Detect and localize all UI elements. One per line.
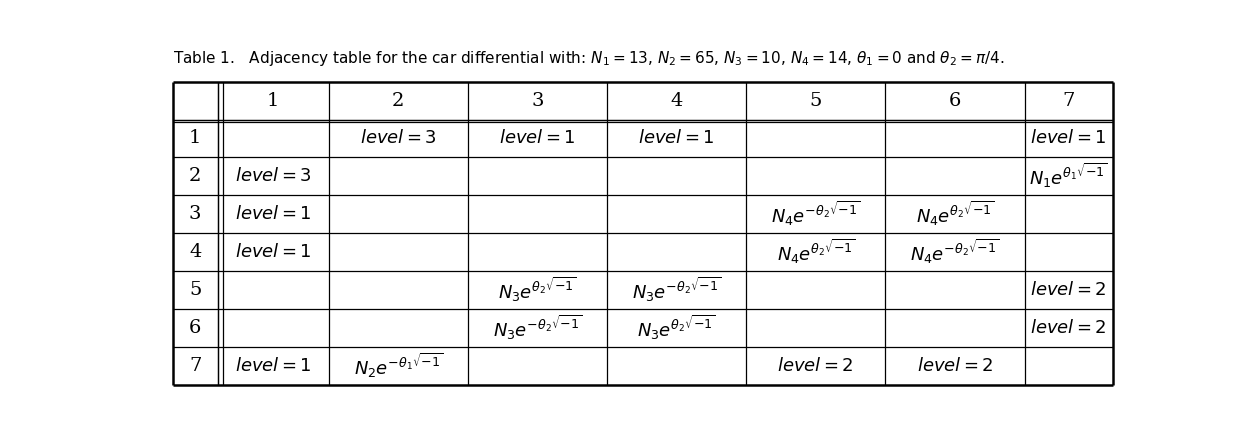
- Text: 3: 3: [189, 205, 201, 223]
- Text: 1: 1: [267, 92, 279, 110]
- Text: $N_3 e^{\theta_2 \sqrt{-1}}$: $N_3 e^{\theta_2 \sqrt{-1}}$: [637, 314, 715, 342]
- Text: $N_4 e^{-\theta_2 \sqrt{-1}}$: $N_4 e^{-\theta_2 \sqrt{-1}}$: [771, 200, 861, 228]
- Text: 2: 2: [392, 92, 405, 110]
- Text: 7: 7: [1063, 92, 1076, 110]
- Text: 2: 2: [189, 167, 201, 185]
- Text: $N_4 e^{\theta_2 \sqrt{-1}}$: $N_4 e^{\theta_2 \sqrt{-1}}$: [776, 238, 854, 266]
- Text: $N_3 e^{-\theta_2 \sqrt{-1}}$: $N_3 e^{-\theta_2 \sqrt{-1}}$: [493, 314, 582, 342]
- Text: $\it{level} = 1$: $\it{level} = 1$: [235, 357, 312, 375]
- Text: $\it{level} = 2$: $\it{level} = 2$: [917, 357, 994, 375]
- Text: $N_4 e^{\theta_2 \sqrt{-1}}$: $N_4 e^{\theta_2 \sqrt{-1}}$: [915, 200, 995, 228]
- Text: $\it{level} = 3$: $\it{level} = 3$: [360, 129, 437, 147]
- Text: $\it{level} = 1$: $\it{level} = 1$: [638, 129, 715, 147]
- Text: $\it{level} = 3$: $\it{level} = 3$: [235, 167, 312, 185]
- Text: 1: 1: [189, 129, 201, 147]
- Text: 7: 7: [189, 357, 201, 375]
- Text: 3: 3: [532, 92, 544, 110]
- Text: Table 1.   Adjacency table for the car differential with: $N_1 = 13$, $N_2 = 65$: Table 1. Adjacency table for the car dif…: [173, 49, 1004, 68]
- Text: $\it{level} = 1$: $\it{level} = 1$: [1031, 129, 1107, 147]
- Text: $\it{level} = 1$: $\it{level} = 1$: [499, 129, 576, 147]
- Text: 4: 4: [671, 92, 683, 110]
- Text: 5: 5: [189, 281, 201, 299]
- Text: $\it{level} = 2$: $\it{level} = 2$: [1031, 319, 1107, 337]
- Text: $\it{level} = 1$: $\it{level} = 1$: [235, 243, 312, 261]
- Text: $\it{level} = 2$: $\it{level} = 2$: [1031, 281, 1107, 299]
- Text: 6: 6: [949, 92, 961, 110]
- Text: $N_3 e^{-\theta_2 \sqrt{-1}}$: $N_3 e^{-\theta_2 \sqrt{-1}}$: [632, 276, 722, 304]
- Text: $N_2 e^{-\theta_1 \sqrt{-1}}$: $N_2 e^{-\theta_1 \sqrt{-1}}$: [354, 352, 443, 380]
- Text: 4: 4: [189, 243, 201, 261]
- Text: $N_1 e^{\theta_1 \sqrt{-1}}$: $N_1 e^{\theta_1 \sqrt{-1}}$: [1030, 162, 1108, 191]
- Text: $N_3 e^{\theta_2 \sqrt{-1}}$: $N_3 e^{\theta_2 \sqrt{-1}}$: [498, 276, 576, 304]
- Text: $\it{level} = 1$: $\it{level} = 1$: [235, 205, 312, 223]
- Text: $\it{level} = 2$: $\it{level} = 2$: [777, 357, 854, 375]
- Text: $N_4 e^{-\theta_2 \sqrt{-1}}$: $N_4 e^{-\theta_2 \sqrt{-1}}$: [910, 238, 1000, 266]
- Text: 5: 5: [810, 92, 822, 110]
- Text: 6: 6: [189, 319, 201, 337]
